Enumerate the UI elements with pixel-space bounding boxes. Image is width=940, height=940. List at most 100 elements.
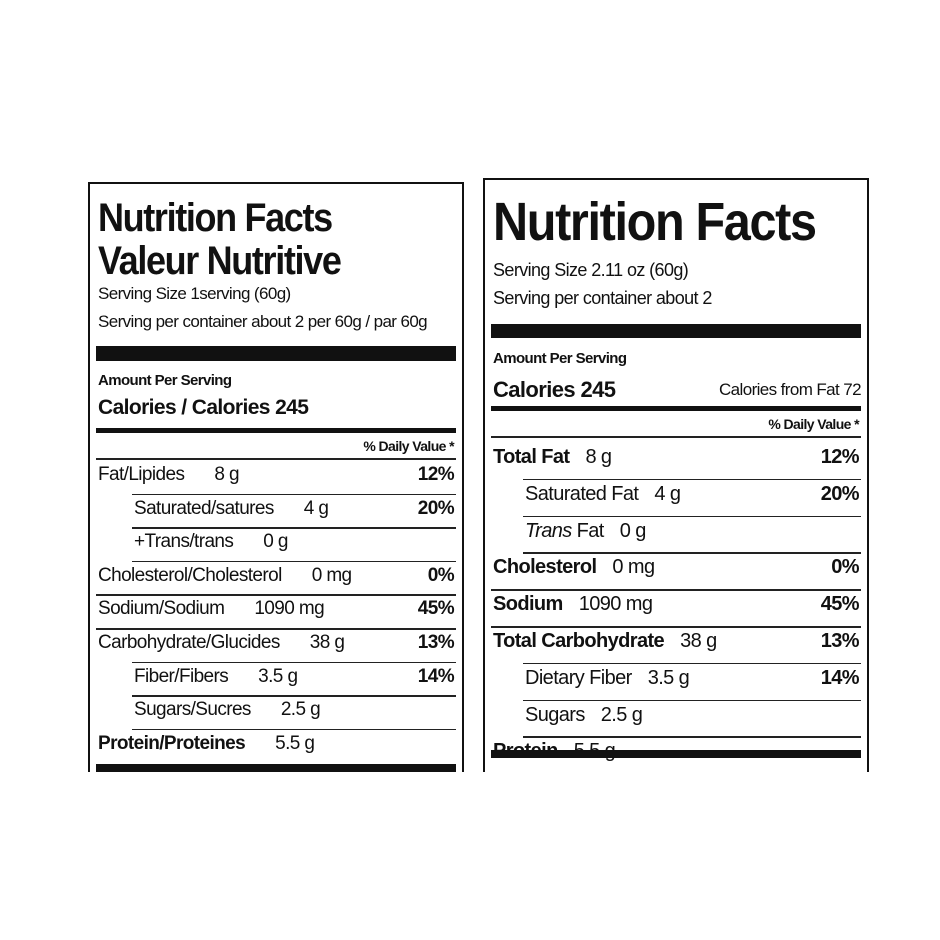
divider	[491, 589, 861, 591]
label-panel: Nutrition Facts Serving Size 2.11 oz (60g…	[483, 178, 869, 772]
nutrient-name: Fat/Lipides	[98, 464, 185, 485]
nutrient-row: Cholesterol/Cholesterol 0 mg	[98, 565, 352, 587]
nutrient-name: Dietary Fiber	[525, 666, 632, 689]
title: Nutrition Facts	[493, 192, 817, 252]
daily-value: 20%	[417, 497, 455, 519]
nutrient-row: Sodium/Sodium 1090 mg	[98, 598, 325, 620]
nutrient-amount: 0 mg	[311, 564, 352, 586]
servings-per-container: Serving per container about 2 per 60g / …	[98, 312, 428, 331]
nutrient-name: Cholesterol/Cholesterol	[98, 564, 282, 586]
divider	[96, 594, 456, 596]
divider	[523, 515, 861, 518]
nutrient-amount: 3.5 g	[258, 665, 298, 687]
nutrient-row: Carbohydrate/Glucides 38 g	[98, 632, 345, 654]
nutrient-name: Fiber/Fibers	[134, 665, 229, 687]
nutrient-name: +Trans/trans	[134, 531, 234, 553]
nutrient-row: Sugars 2.5 g	[525, 703, 643, 727]
daily-value: 14%	[820, 666, 860, 689]
daily-value: 45%	[417, 598, 455, 620]
divider	[132, 695, 456, 697]
calories: Calories / Calories 245	[98, 396, 309, 419]
servings-per-container: Serving per container about 2	[493, 288, 712, 308]
nutrient-name: Cholesterol	[493, 556, 597, 579]
nutrient-name: Saturated Fat	[525, 482, 639, 505]
divider	[523, 736, 861, 738]
medium-bar	[491, 406, 861, 411]
thick-bar	[491, 324, 861, 338]
nutrient-row: Trans Fat 0 g	[525, 520, 646, 543]
divider	[96, 628, 456, 630]
nutrient-amount: 0 g	[619, 519, 647, 542]
divider	[491, 626, 861, 628]
title: Valeur Nutritive	[98, 239, 342, 283]
divider	[132, 493, 456, 496]
nutrient-name: Protein/Proteines	[98, 732, 246, 754]
nutrient-row: Fiber/Fibers 3.5 g	[134, 665, 298, 688]
divider	[132, 560, 456, 563]
nutrient-amount: 4 g	[303, 497, 329, 519]
daily-value: 13%	[820, 630, 860, 652]
medium-bar	[96, 428, 456, 433]
title: Nutrition Facts	[98, 196, 333, 240]
daily-value: 0%	[427, 564, 455, 586]
nutrient-name: Trans	[525, 519, 572, 542]
divider	[523, 478, 861, 481]
nutrient-row: Total Fat 8 g	[493, 446, 612, 469]
nutrient-amount: 5.5 g	[275, 732, 315, 754]
amount-header: Amount Per Serving	[493, 350, 627, 367]
nutrient-row: Total Carbohydrate 38 g	[493, 630, 717, 653]
nutrient-row: Dietary Fiber 3.5 g	[525, 666, 690, 690]
nutrient-row: Saturated/satures 4 g	[134, 497, 329, 520]
bottom-bar	[491, 750, 861, 758]
divider	[491, 436, 861, 438]
divider	[132, 728, 456, 731]
nutrient-row: +Trans/trans 0 g	[134, 531, 288, 553]
nutrient-amount: 3.5 g	[647, 666, 690, 689]
nutrient-row: Saturated Fat 4 g	[525, 482, 681, 506]
nutrient-amount: 0 mg	[612, 556, 655, 579]
nutrient-name: Sodium	[493, 593, 563, 616]
nutrient-amount: 38 g	[309, 632, 345, 653]
daily-value: 20%	[820, 482, 860, 505]
calories-from-fat: Calories from Fat 72	[719, 380, 862, 399]
nutrient-amount: 8 g	[585, 446, 612, 468]
nutrient-row: Sodium 1090 mg	[493, 593, 653, 616]
amount-header: Amount Per Serving	[98, 372, 232, 389]
nutrient-name: Fat	[576, 519, 605, 542]
nutrient-name: Carbohydrate/Glucides	[98, 632, 280, 653]
divider	[523, 662, 861, 665]
divider	[523, 699, 861, 702]
divider	[96, 458, 456, 460]
thick-bar	[96, 346, 456, 361]
nutrient-amount: 4 g	[654, 482, 681, 505]
nutrient-name: Total Fat	[493, 446, 570, 468]
nutrient-amount: 2.5 g	[600, 703, 643, 726]
nutrient-name: Sugars/Sucres	[134, 699, 251, 721]
nutrient-amount: 0 g	[263, 531, 288, 553]
nutrient-row: Protein/Proteines 5.5 g	[98, 732, 315, 755]
divider	[523, 552, 861, 554]
nutrient-name: Sugars	[525, 703, 585, 726]
daily-value: 45%	[820, 593, 860, 616]
nutrient-name: Total Carbohydrate	[493, 630, 665, 652]
nutrient-row: Fat/Lipides 8 g	[98, 464, 240, 486]
daily-value: 13%	[417, 632, 455, 653]
daily-value: 12%	[820, 446, 860, 468]
nutrient-row: Sugars/Sucres 2.5 g	[134, 699, 321, 721]
daily-value: 0%	[831, 556, 859, 579]
divider	[132, 527, 456, 529]
daily-value-header: % Daily Value *	[768, 416, 859, 432]
nutrient-name: Sodium/Sodium	[98, 598, 225, 620]
nutrient-amount: 38 g	[680, 630, 717, 652]
nutrient-amount: 2.5 g	[280, 699, 321, 721]
bottom-bar	[96, 764, 456, 772]
nutrient-amount: 1090 mg	[254, 598, 325, 620]
nutrient-amount: 1090 mg	[578, 593, 653, 616]
nutrient-amount: 8 g	[214, 464, 239, 485]
serving-size: Serving Size 2.11 oz (60g)	[493, 260, 689, 280]
label-panel: Nutrition Facts Valeur Nutritive Serving S…	[88, 182, 464, 772]
calories: Calories 245	[493, 377, 616, 402]
daily-value-header: % Daily Value *	[363, 438, 454, 454]
daily-value: 14%	[417, 665, 455, 687]
